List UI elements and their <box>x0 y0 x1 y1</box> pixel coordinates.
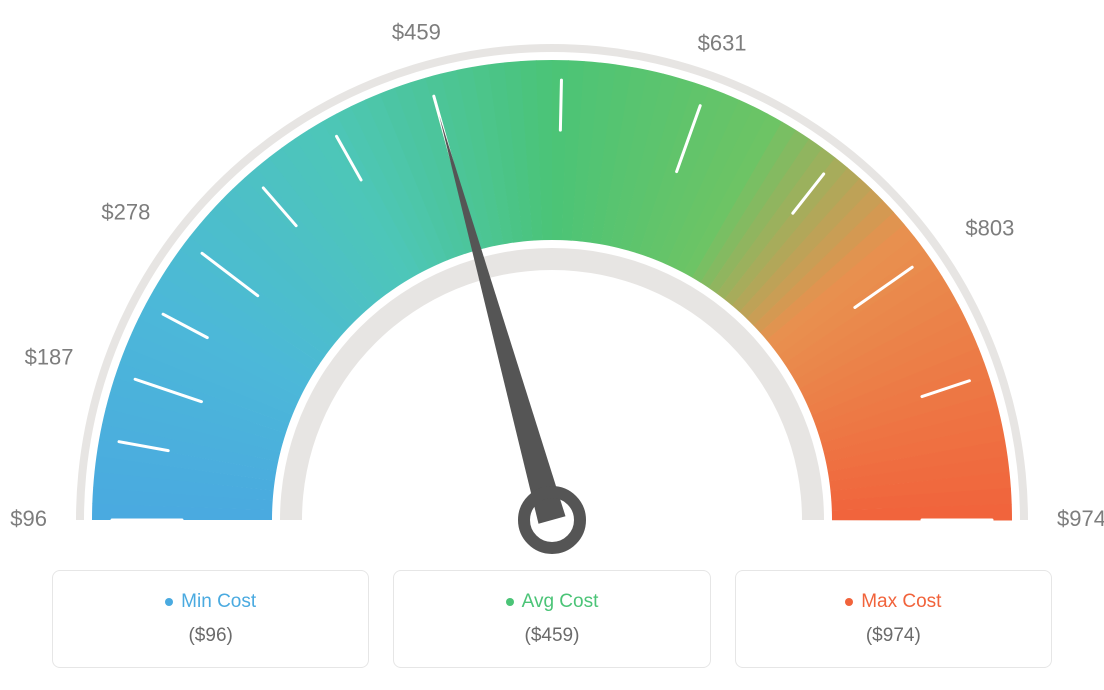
gauge-label: $803 <box>965 216 1014 241</box>
dot-max <box>845 598 853 606</box>
min-value: ($96) <box>63 625 358 647</box>
gauge-label: $278 <box>101 200 150 225</box>
cost-gauge: $96 $187 $278 $459 $631 $803 $974 <box>0 0 1104 560</box>
gauge-label: $974 <box>1057 506 1104 531</box>
gauge-label: $187 <box>25 344 74 369</box>
gauge-label: $459 <box>392 19 441 44</box>
gauge-arc <box>92 60 1012 520</box>
legend-card-min: Min Cost ($96) <box>52 570 369 668</box>
gauge-label: $631 <box>698 30 747 55</box>
legend: Min Cost ($96) Avg Cost ($459) Max Cost … <box>52 570 1052 668</box>
avg-label: Avg Cost <box>522 591 599 613</box>
min-label: Min Cost <box>181 591 256 613</box>
dot-avg <box>506 598 514 606</box>
max-label: Max Cost <box>861 591 941 613</box>
legend-card-avg: Avg Cost ($459) <box>393 570 710 668</box>
gauge-label: $96 <box>10 506 47 531</box>
legend-card-max: Max Cost ($974) <box>735 570 1052 668</box>
avg-value: ($459) <box>404 625 699 647</box>
max-value: ($974) <box>746 625 1041 647</box>
dot-min <box>165 598 173 606</box>
